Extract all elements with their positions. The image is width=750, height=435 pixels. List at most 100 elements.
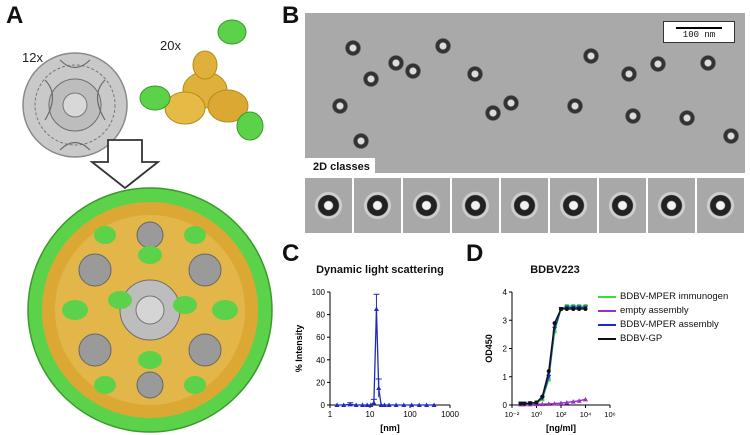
- particle: [345, 40, 361, 56]
- particle: [332, 98, 348, 114]
- data-point: [552, 321, 557, 326]
- x-tick-label: 1: [328, 410, 333, 419]
- particle: [388, 55, 404, 71]
- x-tick-label: 10²: [556, 410, 567, 419]
- data-point: [424, 402, 430, 407]
- data-point: [539, 401, 545, 407]
- legend-label: BDBV-MPER immunogen: [620, 291, 729, 302]
- dls-series-line: [337, 308, 435, 406]
- x-axis-label: [ng/ml]: [546, 423, 576, 433]
- elisa-chart: 0 1 2 3 4 10⁻² 10⁰ 10² 10⁴ 10⁶ [ng/ml] OD450: [484, 288, 616, 433]
- data-point: [583, 396, 588, 402]
- 2d-class-average: [697, 178, 744, 233]
- 2d-class-average: [599, 178, 646, 233]
- particle: [353, 133, 369, 149]
- data-point: [559, 306, 563, 311]
- data-point: [347, 401, 353, 407]
- data-point: [564, 399, 570, 405]
- y-tick-label: 3: [503, 316, 508, 325]
- dls-chart-title: Dynamic light scattering: [316, 264, 444, 276]
- particle: [650, 56, 666, 72]
- x-tick-label: 10⁴: [580, 410, 592, 419]
- x-tick-label: 10: [366, 410, 375, 419]
- 2d-class-average: [354, 178, 401, 233]
- 2d-class-average: [550, 178, 597, 233]
- data-point: [583, 306, 588, 311]
- gray-subunit-illustration: [22, 52, 128, 158]
- legend-swatch: [598, 324, 616, 326]
- data-point: [334, 402, 340, 407]
- data-point: [534, 400, 539, 405]
- y-axis-label: OD450: [484, 334, 494, 363]
- particle: [621, 66, 637, 82]
- y-tick-label: 20: [316, 378, 325, 387]
- elisa-chart-title: BDBV223: [530, 264, 580, 276]
- gold-green-subunit-illustration: [139, 19, 264, 141]
- down-arrow-icon: [89, 139, 161, 190]
- data-point: [360, 402, 366, 407]
- x-tick-label: 100: [403, 410, 417, 419]
- 2d-class-average: [501, 178, 548, 233]
- data-point: [378, 402, 384, 407]
- y-tick-label: 100: [312, 288, 326, 297]
- panel-label-b: B: [282, 2, 300, 29]
- scale-bar: 100 nm: [663, 21, 735, 43]
- panel-label-d: D: [466, 240, 484, 267]
- data-point: [353, 402, 359, 407]
- data-point: [409, 402, 415, 407]
- 2d-classes-label: 2D classes: [305, 158, 375, 176]
- data-point: [371, 400, 377, 405]
- data-point: [577, 306, 582, 311]
- legend-swatch: [598, 310, 616, 312]
- data-point: [564, 306, 569, 311]
- data-point: [518, 401, 523, 406]
- data-point: [368, 402, 374, 407]
- data-point: [393, 402, 399, 407]
- legend-item: empty assembly: [598, 305, 689, 316]
- data-point: [558, 400, 564, 406]
- 2d-class-average: [452, 178, 499, 233]
- particle: [435, 38, 451, 54]
- x-tick-label: 10⁰: [531, 410, 542, 419]
- data-point: [552, 401, 558, 406]
- y-tick-label: 0: [503, 401, 508, 410]
- data-point: [571, 306, 576, 311]
- particle: [625, 108, 641, 124]
- particle: [467, 66, 483, 82]
- legend-label: BDBV-MPER assembly: [620, 319, 719, 330]
- scale-bar-label: 100 nm: [682, 30, 716, 40]
- y-tick-label: 2: [503, 345, 508, 354]
- particle: [485, 105, 501, 121]
- scale-bar-line: [676, 27, 722, 29]
- data-point: [546, 401, 552, 406]
- panel-label-a: A: [6, 2, 24, 29]
- x-tick-label: 1000: [441, 410, 459, 419]
- x-tick-label: 10⁶: [604, 410, 615, 419]
- particle: [679, 110, 695, 126]
- data-point: [570, 399, 576, 404]
- data-point: [540, 394, 545, 399]
- data-point: [528, 401, 533, 406]
- legend-item: BDBV-MPER assembly: [598, 319, 719, 330]
- data-point: [341, 402, 347, 407]
- data-point: [546, 377, 551, 382]
- legend-swatch: [598, 296, 616, 298]
- legend-label: BDBV-GP: [620, 333, 663, 344]
- y-tick-label: 1: [503, 373, 508, 382]
- panel-a-illustration: [22, 19, 273, 433]
- legend-item: BDBV-MPER immunogen: [598, 291, 729, 302]
- y-axis-label: % Intensity: [294, 325, 304, 373]
- particle: [583, 48, 599, 64]
- panel-label-c: C: [282, 240, 300, 267]
- data-point: [546, 369, 551, 374]
- data-point: [376, 385, 382, 391]
- legend-swatch: [598, 338, 616, 340]
- y-tick-label: 80: [316, 311, 325, 320]
- y-tick-label: 60: [316, 333, 325, 342]
- series-line: [520, 305, 586, 405]
- legend-item: BDBV-GP: [598, 333, 663, 344]
- dls-chart: 0 20 40 60 80 100 1 10 100 1000 [nm] % Intensity: [294, 288, 459, 433]
- x-axis-label: [nm]: [380, 423, 400, 433]
- data-point: [416, 402, 422, 407]
- particle: [700, 55, 716, 71]
